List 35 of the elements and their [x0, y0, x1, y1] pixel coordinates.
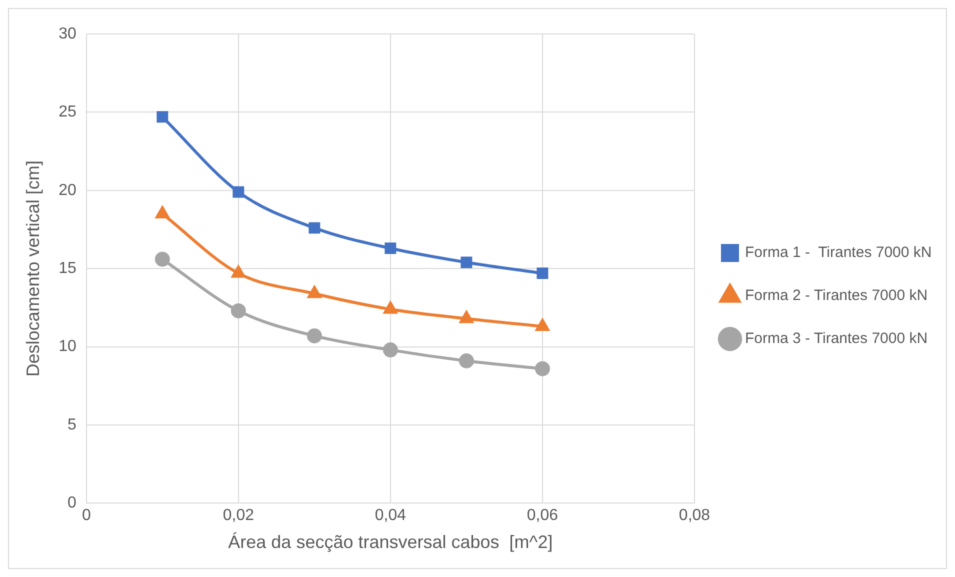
legend-label: Forma 1 - Tirantes 7000 kN	[744, 244, 932, 262]
point	[384, 302, 398, 314]
y-tick-label: 0	[67, 494, 76, 512]
point	[382, 342, 398, 358]
point	[536, 268, 548, 280]
point	[232, 266, 246, 278]
point	[308, 286, 322, 298]
point	[306, 328, 322, 344]
x-tick-label: 0	[82, 507, 91, 524]
x-tick-label: 0,06	[526, 507, 558, 524]
legend-label: Forma 2 - Tirantes 7000 kN	[744, 287, 928, 304]
legend-label: Forma 3 - Tirantes 7000 kN	[744, 330, 928, 348]
point	[156, 206, 170, 218]
point	[458, 353, 474, 368]
point	[384, 242, 396, 254]
point	[154, 252, 170, 267]
point	[536, 318, 550, 331]
point	[460, 311, 474, 324]
y-tick-label: 10	[58, 338, 76, 356]
x-axis-title: Área da secção transversal cabos [m^2]	[228, 532, 553, 552]
y-tick-label: 25	[58, 104, 76, 121]
y-tick-label: 5	[67, 416, 76, 434]
y-axis-title: Deslocamento vertical [cm]	[22, 160, 43, 377]
y-tick-label: 15	[58, 260, 76, 278]
point	[230, 303, 246, 318]
point	[460, 256, 472, 268]
point	[534, 361, 550, 376]
y-tick-label: 30	[58, 25, 76, 42]
point	[308, 222, 320, 234]
y-tick-label: 20	[58, 182, 76, 199]
point	[156, 111, 168, 123]
point	[232, 186, 244, 198]
x-tick-label: 0,04	[374, 507, 406, 524]
x-tick-label: 0,02	[222, 507, 254, 524]
x-tick-label: 0,08	[678, 507, 710, 524]
